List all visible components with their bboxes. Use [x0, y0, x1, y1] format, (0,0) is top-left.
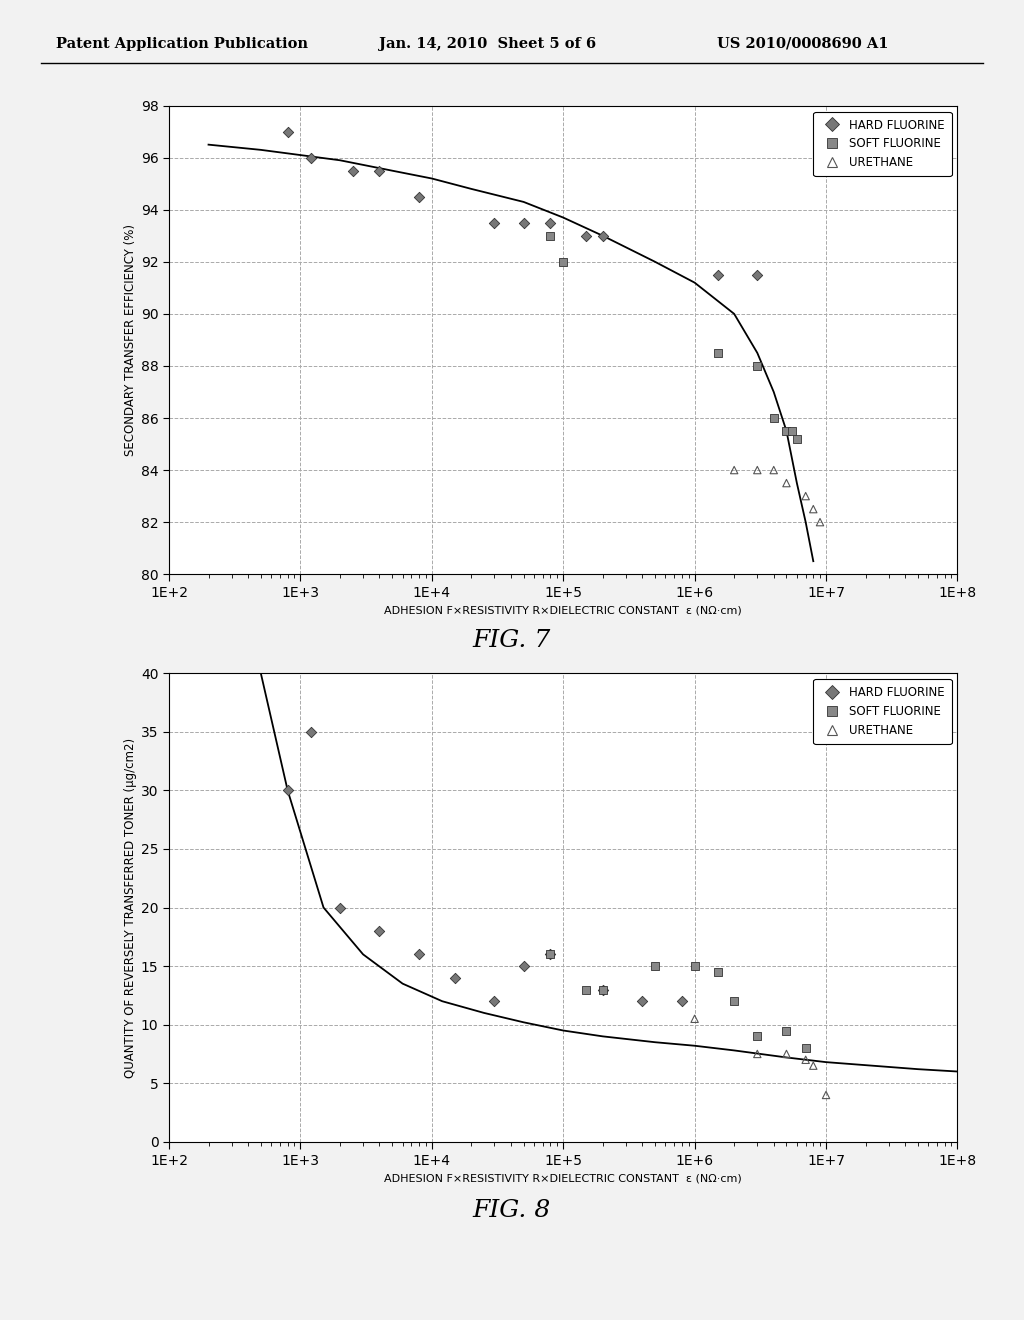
Text: Jan. 14, 2010  Sheet 5 of 6: Jan. 14, 2010 Sheet 5 of 6	[379, 37, 596, 51]
Point	[543, 226, 559, 247]
Point	[411, 944, 427, 965]
Point	[805, 1055, 821, 1076]
Y-axis label: SECONDARY TRANSFER EFFICIENCY (%): SECONDARY TRANSFER EFFICIENCY (%)	[124, 224, 136, 455]
Point	[280, 780, 296, 801]
Text: FIG. 7: FIG. 7	[473, 628, 551, 652]
Point	[595, 979, 611, 1001]
Text: Patent Application Publication: Patent Application Publication	[56, 37, 308, 51]
Point	[710, 264, 726, 285]
Point	[812, 512, 828, 533]
Point	[750, 355, 766, 376]
Point	[674, 990, 690, 1011]
Point	[798, 1049, 814, 1071]
Point	[446, 968, 463, 989]
Point	[750, 1026, 766, 1047]
Point	[486, 213, 503, 234]
Point	[788, 428, 805, 449]
Point	[710, 342, 726, 363]
Point	[710, 961, 726, 982]
Point	[595, 979, 611, 1001]
Point	[750, 459, 766, 480]
Point	[515, 213, 531, 234]
Text: US 2010/0008690 A1: US 2010/0008690 A1	[717, 37, 888, 51]
X-axis label: ADHESION F×RESISTIVITY R×DIELECTRIC CONSTANT  ε (NΩ·cm): ADHESION F×RESISTIVITY R×DIELECTRIC CONS…	[384, 1173, 742, 1183]
Point	[302, 147, 318, 168]
Point	[486, 990, 503, 1011]
Point	[686, 956, 702, 977]
Point	[778, 421, 795, 442]
Point	[726, 990, 742, 1011]
Point	[798, 1038, 814, 1059]
Point	[766, 408, 782, 429]
Point	[372, 160, 388, 181]
Point	[634, 990, 650, 1011]
Y-axis label: QUANTITY OF REVERSELY TRANSFERRED TONER (μg/cm2): QUANTITY OF REVERSELY TRANSFERRED TONER …	[124, 738, 137, 1077]
Point	[411, 186, 427, 207]
Point	[783, 421, 800, 442]
Point	[543, 944, 559, 965]
Point	[579, 226, 595, 247]
Point	[515, 956, 531, 977]
Point	[686, 1008, 702, 1030]
Point	[798, 486, 814, 507]
Point	[818, 1085, 835, 1106]
Legend: HARD FLUORINE, SOFT FLUORINE, URETHANE: HARD FLUORINE, SOFT FLUORINE, URETHANE	[813, 678, 951, 744]
Point	[726, 459, 742, 480]
Point	[280, 121, 296, 143]
Point	[805, 499, 821, 520]
Point	[778, 473, 795, 494]
X-axis label: ADHESION F×RESISTIVITY R×DIELECTRIC CONSTANT  ε (NΩ·cm): ADHESION F×RESISTIVITY R×DIELECTRIC CONS…	[384, 606, 742, 615]
Point	[344, 160, 360, 181]
Point	[595, 226, 611, 247]
Point	[543, 944, 559, 965]
Point	[750, 1043, 766, 1064]
Point	[778, 1020, 795, 1041]
Point	[543, 213, 559, 234]
Point	[302, 721, 318, 742]
Point	[647, 956, 664, 977]
Point	[579, 979, 595, 1001]
Point	[372, 920, 388, 941]
Point	[332, 898, 348, 919]
Point	[778, 1043, 795, 1064]
Point	[555, 251, 571, 272]
Point	[766, 459, 782, 480]
Text: FIG. 8: FIG. 8	[473, 1199, 551, 1222]
Point	[750, 264, 766, 285]
Legend: HARD FLUORINE, SOFT FLUORINE, URETHANE: HARD FLUORINE, SOFT FLUORINE, URETHANE	[813, 111, 951, 177]
